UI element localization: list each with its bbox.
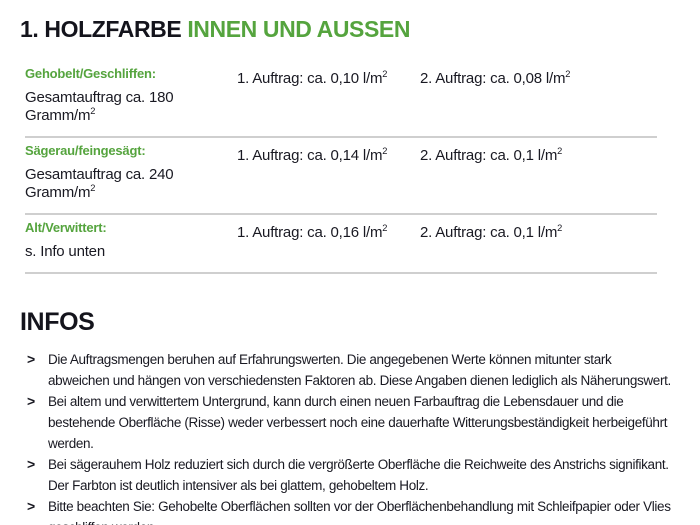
chevron-bullet-icon: > [27,350,35,367]
surface-type-label: Gehobelt/Geschliffen: [25,66,156,81]
coat1-value: 1. Auftrag: ca. 0,16 l/m [237,223,383,241]
superscript: 2 [382,145,388,156]
superscript: 2 [90,182,96,193]
table-row-alt-verwittert: Alt/Verwittert: s. Info unten 1. Auftrag… [25,215,657,274]
surface-subtext-value: s. Info unten [25,242,105,260]
table-row-gehobelt: Gehobelt/Geschliffen: Gesamtauftrag ca. … [25,61,657,138]
chevron-bullet-icon: > [27,497,35,514]
coat2-value: 2. Auftrag: ca. 0,1 l/m [420,223,558,241]
superscript: 2 [382,69,388,79]
info-item: > Bitte beachten Sie: Gehobelte Oberfläc… [27,496,682,525]
surface-subtext: Gesamtauftrag ca. 240 Gramm/m2 [25,166,237,202]
coating-table: Gehobelt/Geschliffen: Gesamtauftrag ca. … [25,61,657,274]
surface-subtext: Gesamtauftrag ca. 180 Gramm/m2 [25,89,237,125]
page-title: 1. HOLZFARBE INNEN UND AUSSEN [20,16,682,43]
surface-type-label: Sägerau/feingesägt: [25,142,146,158]
page-title-green-part: INNEN UND AUSSEN [187,16,411,42]
coat1-value: 1. Auftrag: ca. 0,14 l/m [237,146,383,164]
superscript: 2 [557,222,563,233]
coat1-value: 1. Auftrag: ca. 0,10 l/m [237,70,383,87]
surface-subtext-value: Gesamtauftrag ca. 180 Gramm/m [25,88,174,124]
bullet-text-value: Bitte beachten Sie: Gehobelte Oberfläche… [48,498,671,525]
chevron-bullet-icon: > [27,392,35,409]
coat2-cell: 2. Auftrag: ca. 0,1 l/m2 [420,144,657,202]
bullet-text-value: Die Auftragsmengen beruhen auf Erfahrung… [48,351,671,388]
table-row-saegerau: Sägerau/feingesägt: Gesamtauftrag ca. 24… [25,138,657,215]
bullet-text: Bei altem und verwittertem Untergrund, k… [48,391,676,454]
surface-type-label: Alt/Verwittert: [25,219,107,235]
coat1-cell: 1. Auftrag: ca. 0,10 l/m2 [237,67,420,125]
surface-cell: Sägerau/feingesägt: Gesamtauftrag ca. 24… [25,142,237,202]
coat2-value: 2. Auftrag: ca. 0,08 l/m [420,70,566,87]
superscript: 2 [565,69,571,79]
coat1-cell: 1. Auftrag: ca. 0,16 l/m2 [237,221,420,261]
bullet-text-value: Bei sägerauhem Holz reduziert sich durch… [48,456,669,493]
info-item: > Die Auftragsmengen beruhen auf Erfahru… [27,349,682,391]
surface-subtext-value: Gesamtauftrag ca. 240 Gramm/m [25,165,174,201]
coat2-cell: 2. Auftrag: ca. 0,08 l/m2 [420,67,657,125]
page-title-black-part: 1. HOLZFARBE [20,16,188,42]
superscript: 2 [382,222,388,233]
infos-heading: INFOS [20,307,95,336]
superscript: 2 [90,105,96,116]
bullet-text: Die Auftragsmengen beruhen auf Erfahrung… [48,349,676,391]
coat2-value: 2. Auftrag: ca. 0,1 l/m [420,146,558,164]
superscript: 2 [557,145,563,156]
surface-cell: Gehobelt/Geschliffen: Gesamtauftrag ca. … [25,66,237,125]
bullet-text: Bei sägerauhem Holz reduziert sich durch… [48,454,676,496]
bullet-text: Bitte beachten Sie: Gehobelte Oberfläche… [48,496,676,525]
bullet-text-value: Bei altem und verwittertem Untergrund, k… [48,393,668,451]
info-list: > Die Auftragsmengen beruhen auf Erfahru… [27,349,682,525]
coat2-cell: 2. Auftrag: ca. 0,1 l/m2 [420,221,657,261]
coat1-cell: 1. Auftrag: ca. 0,14 l/m2 [237,144,420,202]
info-item: > Bei altem und verwittertem Untergrund,… [27,391,682,454]
info-item: > Bei sägerauhem Holz reduziert sich dur… [27,454,682,496]
surface-cell: Alt/Verwittert: s. Info unten [25,219,237,261]
surface-subtext: s. Info unten [25,243,237,261]
chevron-bullet-icon: > [27,455,35,472]
